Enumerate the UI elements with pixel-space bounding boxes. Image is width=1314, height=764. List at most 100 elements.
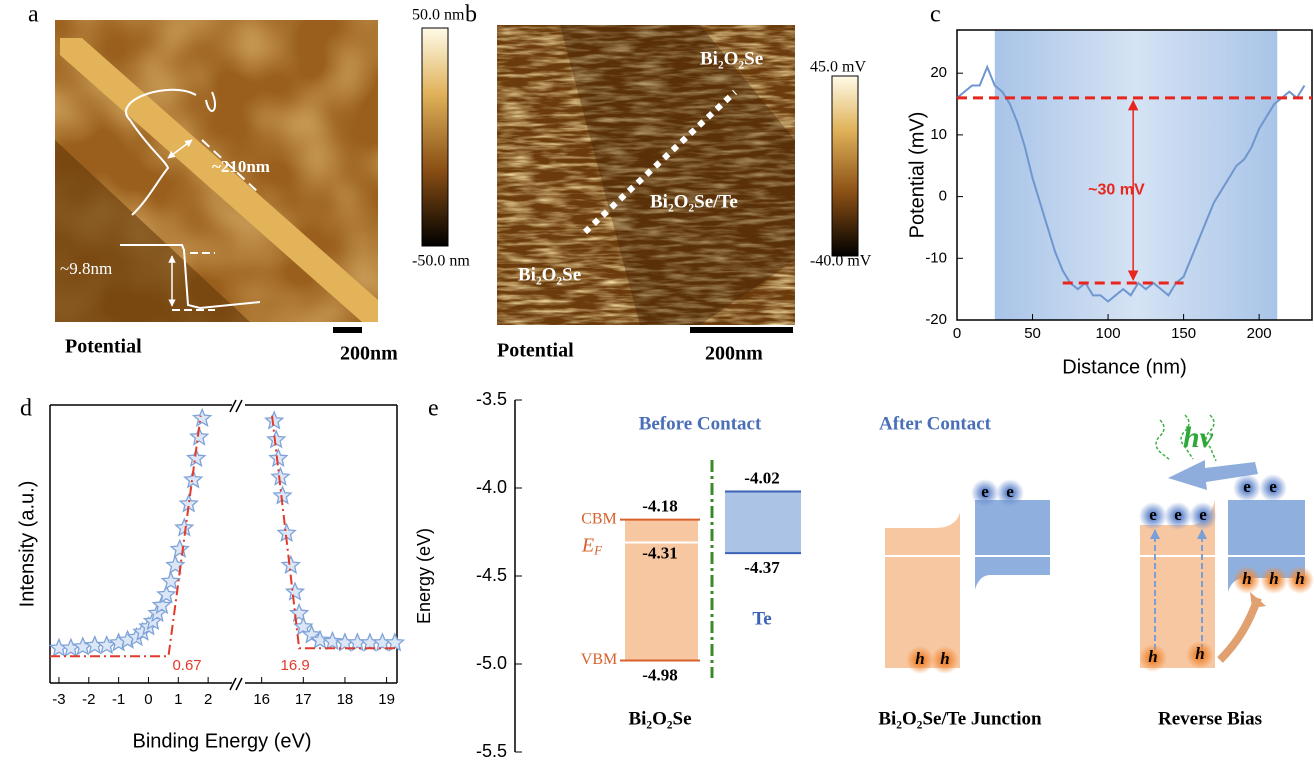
panel-label: a bbox=[28, 2, 39, 28]
bi2o2se-band bbox=[885, 512, 960, 668]
axis-break bbox=[230, 678, 242, 690]
x-tick-label: -3 bbox=[52, 691, 65, 708]
colorbar-min: -40.0 mV bbox=[810, 253, 872, 270]
x-tick-label: 1 bbox=[174, 691, 182, 708]
x-tick-label: 100 bbox=[1096, 325, 1121, 342]
panel-label: b bbox=[465, 2, 477, 28]
x-tick-label: 16 bbox=[253, 691, 270, 708]
y-axis-label: Potential (mV) bbox=[906, 112, 928, 239]
panel-label: d bbox=[20, 396, 32, 422]
x-tick-label: -1 bbox=[112, 691, 125, 708]
electron: e bbox=[1006, 482, 1014, 501]
bi2o2se-band bbox=[625, 520, 698, 661]
electron: e bbox=[1243, 477, 1251, 496]
y-tick-label: -20 bbox=[925, 311, 947, 328]
y-tick-label: 20 bbox=[930, 64, 947, 81]
x-tick-label: 18 bbox=[337, 691, 354, 708]
height-label: ~9.8nm bbox=[60, 259, 112, 278]
colorbar-min: -50.0 nm bbox=[412, 253, 470, 270]
annotation: ~30 mV bbox=[1088, 182, 1145, 199]
page: a ~210nm ~9.8nm Potential 200nm 50.0 nm … bbox=[0, 0, 1314, 764]
data-point bbox=[74, 638, 91, 654]
data-point bbox=[194, 409, 211, 425]
panel-label: e bbox=[428, 396, 439, 422]
hole-flow-head bbox=[1250, 592, 1266, 608]
x-tick-label: 19 bbox=[378, 691, 395, 708]
y-tick-label: -3.5 bbox=[476, 389, 507, 409]
axis-break bbox=[230, 400, 242, 412]
x-axis-label: Binding Energy (eV) bbox=[133, 730, 312, 752]
y-tick-label: -4.0 bbox=[476, 477, 507, 497]
x-tick-label: 200 bbox=[1247, 325, 1272, 342]
energy-label: Reverse Bias bbox=[1158, 708, 1262, 729]
te-band bbox=[975, 500, 1050, 590]
junction-diagram bbox=[885, 415, 1305, 668]
figure: a ~210nm ~9.8nm Potential 200nm 50.0 nm … bbox=[0, 0, 1314, 764]
energy-label: Before Contact bbox=[639, 413, 762, 434]
y-tick-label: 10 bbox=[930, 126, 947, 143]
y-tick-label: -4.5 bbox=[476, 565, 507, 585]
energy-label: After Contact bbox=[879, 413, 992, 434]
y-tick-label: 0 bbox=[939, 188, 947, 205]
electron: e bbox=[1174, 505, 1182, 524]
energy-label: CBM bbox=[581, 510, 617, 527]
caption: Potential bbox=[497, 340, 574, 362]
colorbar bbox=[422, 28, 448, 246]
fit-line bbox=[50, 416, 201, 657]
energy-label: Bi₂O₂Se bbox=[628, 708, 691, 729]
hole: h bbox=[1148, 647, 1157, 666]
hole: h bbox=[1195, 644, 1204, 663]
data-point bbox=[291, 605, 308, 621]
hole: h bbox=[1269, 569, 1278, 588]
energy-label: Te bbox=[752, 608, 771, 629]
data-point bbox=[266, 412, 283, 428]
x-tick-label: 50 bbox=[1024, 325, 1041, 342]
scale-bar-label: 200nm bbox=[340, 343, 398, 365]
electron: e bbox=[1199, 505, 1207, 524]
x-tick-label: -2 bbox=[82, 691, 95, 708]
colorbar-max: 50.0 nm bbox=[412, 7, 465, 24]
energy-label: -4.02 bbox=[744, 468, 779, 487]
x-axis-label: Distance (nm) bbox=[1062, 356, 1186, 378]
colorbar-max: 45.0 mV bbox=[810, 59, 866, 76]
caption: Potential bbox=[65, 336, 142, 358]
y-axis-label: Energy (eV) bbox=[414, 528, 434, 624]
x-tick-label: 0 bbox=[953, 325, 961, 342]
region-label: Bi₂O₂Se bbox=[518, 264, 581, 285]
onset-label: 16.9 bbox=[281, 657, 310, 674]
data-point bbox=[167, 556, 184, 572]
electron: e bbox=[1149, 505, 1157, 524]
y-tick-label: -10 bbox=[925, 249, 947, 266]
electron: e bbox=[1269, 477, 1277, 496]
x-tick-label: 0 bbox=[144, 691, 152, 708]
energy-label: -4.98 bbox=[642, 665, 677, 684]
scale-bar-label: 200nm bbox=[705, 343, 763, 365]
energy-label: hν bbox=[1183, 421, 1214, 454]
fermi-label-sub: F bbox=[593, 543, 603, 558]
onset-label: 0.67 bbox=[172, 657, 201, 674]
x-tick-label: 150 bbox=[1171, 325, 1196, 342]
data-point bbox=[62, 639, 79, 655]
region-label: Bi₂O₂Se/Te bbox=[650, 191, 738, 212]
hole: h bbox=[1295, 569, 1304, 588]
hole: h bbox=[940, 649, 949, 668]
y-tick-label: -5.5 bbox=[476, 741, 507, 761]
electron: e bbox=[981, 482, 989, 501]
energy-label: Bi₂O₂Se/Te Junction bbox=[878, 708, 1042, 729]
data-point bbox=[286, 583, 303, 599]
hole: h bbox=[1242, 569, 1251, 588]
energy-label: -4.18 bbox=[642, 497, 677, 516]
panel-label: c bbox=[930, 2, 941, 28]
y-axis-label: Intensity (a.u.) bbox=[16, 481, 38, 608]
fermi-label: EF bbox=[581, 534, 603, 557]
hole: h bbox=[915, 649, 924, 668]
x-tick-label: 2 bbox=[204, 691, 212, 708]
y-tick-label: -5.0 bbox=[476, 653, 507, 673]
energy-label: -4.31 bbox=[642, 543, 677, 562]
x-tick-label: 17 bbox=[295, 691, 312, 708]
colorbar bbox=[832, 76, 858, 256]
width-label: ~210nm bbox=[212, 157, 270, 176]
fermi-label-main: E bbox=[581, 534, 594, 556]
shaded-region bbox=[995, 30, 1277, 320]
te-band bbox=[725, 492, 801, 554]
